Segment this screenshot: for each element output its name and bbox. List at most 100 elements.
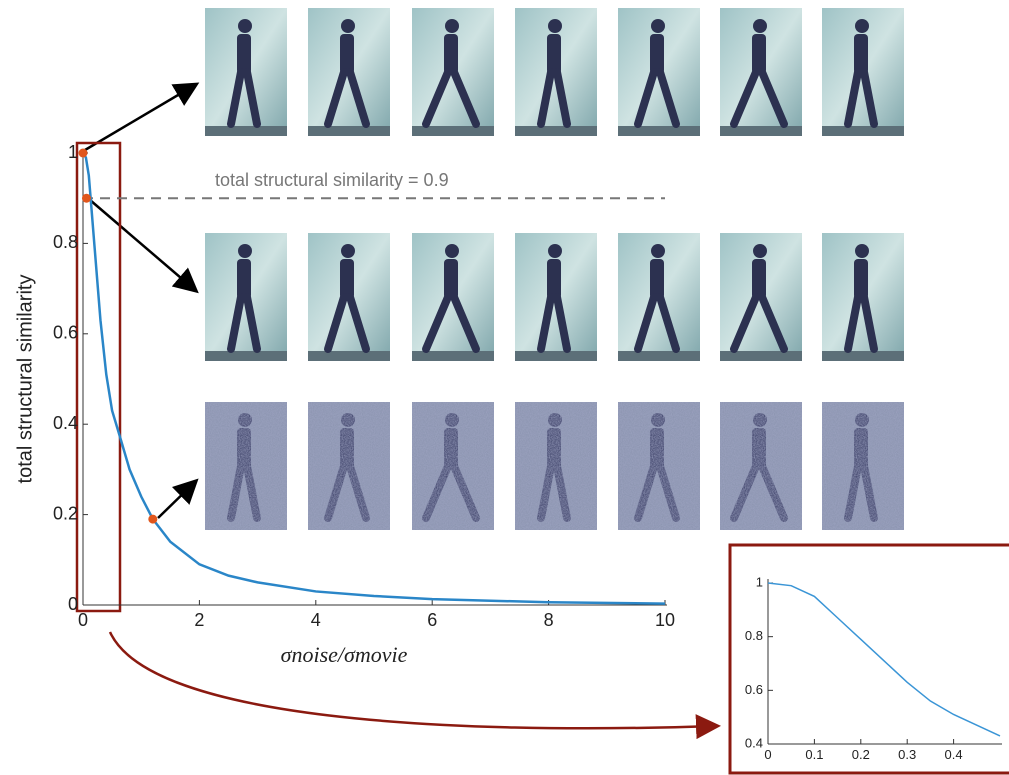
movie-frame	[720, 233, 802, 361]
noise	[720, 402, 802, 530]
highlight-point	[79, 149, 88, 158]
head	[855, 244, 869, 258]
torso	[547, 34, 561, 74]
torso	[854, 34, 868, 74]
x-tick-label: 0.1	[805, 747, 823, 762]
movie-frame	[205, 8, 287, 136]
x-tick-label: 0	[764, 747, 771, 762]
movie-frame	[822, 402, 904, 530]
head	[753, 19, 767, 33]
torso	[237, 259, 251, 299]
y-tick-label: 0.8	[53, 232, 78, 252]
movie-frame	[205, 402, 287, 530]
floor	[205, 126, 287, 136]
movie-frame	[515, 402, 597, 530]
head	[238, 19, 252, 33]
floor	[618, 126, 700, 136]
head	[753, 244, 767, 258]
head	[548, 244, 562, 258]
data-line	[83, 153, 665, 604]
torso	[237, 34, 251, 74]
movie-frame	[412, 233, 494, 361]
noise	[822, 402, 904, 530]
x-tick-label: 4	[311, 610, 321, 630]
arrow	[90, 200, 195, 290]
floor	[822, 126, 904, 136]
x-tick-label: 0.2	[852, 747, 870, 762]
floor	[308, 126, 390, 136]
movie-frame	[618, 8, 700, 136]
head	[651, 19, 665, 33]
reference-label: total structural similarity = 0.9	[215, 170, 449, 190]
x-tick-label: 2	[194, 610, 204, 630]
inset-frame	[730, 545, 1009, 773]
floor	[308, 351, 390, 361]
x-tick-label: 0.3	[898, 747, 916, 762]
y-tick-label: 0	[68, 594, 78, 614]
torso	[650, 259, 664, 299]
movie-frames	[205, 8, 904, 530]
y-tick-label: 0.6	[53, 323, 78, 343]
movie-frame	[308, 402, 390, 530]
torso	[340, 34, 354, 74]
torso	[752, 34, 766, 74]
floor	[822, 351, 904, 361]
movie-frame	[412, 8, 494, 136]
head	[341, 19, 355, 33]
noise	[308, 402, 390, 530]
arrow	[158, 482, 195, 518]
y-tick-label: 0.6	[745, 682, 763, 697]
x-tick-label: 8	[544, 610, 554, 630]
zoom-arrow	[110, 632, 716, 728]
y-tick-label: 0.2	[53, 503, 78, 523]
floor	[205, 351, 287, 361]
highlight-point	[82, 194, 91, 203]
noise	[515, 402, 597, 530]
noise	[618, 402, 700, 530]
torso	[547, 259, 561, 299]
head	[548, 19, 562, 33]
movie-frame	[515, 8, 597, 136]
floor	[618, 351, 700, 361]
movie-frame	[618, 402, 700, 530]
movie-frame	[618, 233, 700, 361]
x-tick-label: 0	[78, 610, 88, 630]
arrow	[85, 85, 195, 150]
movie-frame	[308, 233, 390, 361]
head	[341, 244, 355, 258]
y-tick-label: 0.4	[745, 735, 763, 750]
movie-frame	[822, 233, 904, 361]
movie-frame	[308, 8, 390, 136]
torso	[752, 259, 766, 299]
page: 024681000.20.40.60.81σnoise/σmovietotal …	[0, 0, 1009, 775]
movie-frame	[515, 233, 597, 361]
torso	[854, 259, 868, 299]
head	[651, 244, 665, 258]
head	[445, 244, 459, 258]
x-axis-label: σnoise/σmovie	[281, 642, 408, 667]
torso	[340, 259, 354, 299]
y-tick-label: 0.4	[53, 413, 78, 433]
floor	[515, 126, 597, 136]
torso	[444, 259, 458, 299]
movie-frame	[720, 402, 802, 530]
torso	[650, 34, 664, 74]
head	[855, 19, 869, 33]
y-axis-label: total structural similarity	[14, 275, 36, 484]
head	[238, 244, 252, 258]
floor	[515, 351, 597, 361]
y-tick-label: 0.8	[745, 628, 763, 643]
noise	[412, 402, 494, 530]
y-tick-label: 1	[756, 574, 763, 589]
noise	[205, 402, 287, 530]
y-tick-label: 1	[68, 142, 78, 162]
movie-frame	[720, 8, 802, 136]
x-tick-label: 0.4	[945, 747, 963, 762]
figure: 024681000.20.40.60.81σnoise/σmovietotal …	[0, 0, 1009, 775]
x-tick-label: 6	[427, 610, 437, 630]
torso	[444, 34, 458, 74]
movie-frame	[412, 402, 494, 530]
movie-frame	[205, 233, 287, 361]
highlight-point	[148, 515, 157, 524]
head	[445, 19, 459, 33]
